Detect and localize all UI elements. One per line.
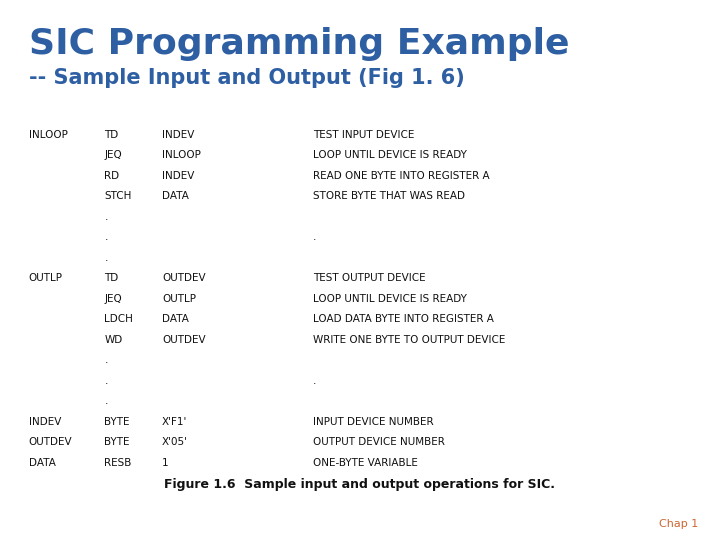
Text: SIC Programming Example: SIC Programming Example	[29, 27, 570, 61]
Text: .: .	[104, 376, 108, 386]
Text: WRITE ONE BYTE TO OUTPUT DEVICE: WRITE ONE BYTE TO OUTPUT DEVICE	[313, 335, 505, 345]
Text: -- Sample Input and Output (Fig 1. 6): -- Sample Input and Output (Fig 1. 6)	[29, 68, 464, 87]
Text: LOOP UNTIL DEVICE IS READY: LOOP UNTIL DEVICE IS READY	[313, 294, 467, 304]
Text: JEQ: JEQ	[104, 150, 122, 160]
Text: LDCH: LDCH	[104, 314, 133, 325]
Text: TEST OUTPUT DEVICE: TEST OUTPUT DEVICE	[313, 273, 426, 284]
Text: STCH: STCH	[104, 191, 132, 201]
Text: X'05': X'05'	[162, 437, 188, 448]
Text: INDEV: INDEV	[29, 417, 61, 427]
Text: .: .	[313, 376, 317, 386]
Text: READ ONE BYTE INTO REGISTER A: READ ONE BYTE INTO REGISTER A	[313, 171, 490, 181]
Text: TD: TD	[104, 130, 119, 140]
Text: OUTLP: OUTLP	[29, 273, 63, 284]
Text: INDEV: INDEV	[162, 130, 194, 140]
Text: LOAD DATA BYTE INTO REGISTER A: LOAD DATA BYTE INTO REGISTER A	[313, 314, 494, 325]
Text: .: .	[104, 253, 108, 263]
Text: .: .	[104, 396, 108, 407]
Text: BYTE: BYTE	[104, 437, 130, 448]
Text: .: .	[104, 232, 108, 242]
Text: OUTDEV: OUTDEV	[162, 273, 206, 284]
Text: Figure 1.6  Sample input and output operations for SIC.: Figure 1.6 Sample input and output opera…	[164, 478, 556, 491]
Text: Chap 1: Chap 1	[659, 519, 698, 529]
Text: INLOOP: INLOOP	[29, 130, 68, 140]
Text: OUTDEV: OUTDEV	[162, 335, 206, 345]
Text: .: .	[104, 212, 108, 222]
Text: JEQ: JEQ	[104, 294, 122, 304]
Text: DATA: DATA	[162, 191, 189, 201]
Text: 1: 1	[162, 458, 168, 468]
Text: WD: WD	[104, 335, 122, 345]
Text: .: .	[313, 232, 317, 242]
Text: TD: TD	[104, 273, 119, 284]
Text: INLOOP: INLOOP	[162, 150, 201, 160]
Text: X'F1': X'F1'	[162, 417, 187, 427]
Text: OUTPUT DEVICE NUMBER: OUTPUT DEVICE NUMBER	[313, 437, 445, 448]
Text: INPUT DEVICE NUMBER: INPUT DEVICE NUMBER	[313, 417, 434, 427]
Text: TEST INPUT DEVICE: TEST INPUT DEVICE	[313, 130, 415, 140]
Text: RD: RD	[104, 171, 120, 181]
Text: DATA: DATA	[162, 314, 189, 325]
Text: STORE BYTE THAT WAS READ: STORE BYTE THAT WAS READ	[313, 191, 465, 201]
Text: BYTE: BYTE	[104, 417, 130, 427]
Text: .: .	[104, 355, 108, 366]
Text: LOOP UNTIL DEVICE IS READY: LOOP UNTIL DEVICE IS READY	[313, 150, 467, 160]
Text: OUTLP: OUTLP	[162, 294, 196, 304]
Text: DATA: DATA	[29, 458, 55, 468]
Text: ONE-BYTE VARIABLE: ONE-BYTE VARIABLE	[313, 458, 418, 468]
Text: RESB: RESB	[104, 458, 132, 468]
Text: OUTDEV: OUTDEV	[29, 437, 73, 448]
Text: INDEV: INDEV	[162, 171, 194, 181]
